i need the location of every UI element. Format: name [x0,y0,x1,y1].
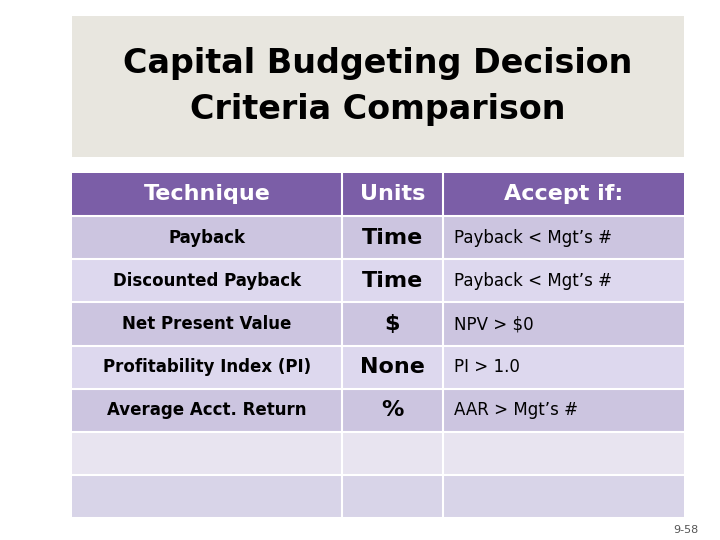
Text: Net Present Value: Net Present Value [122,315,292,333]
Text: 9-58: 9-58 [673,524,698,535]
Text: Payback < Mgt’s #: Payback < Mgt’s # [454,228,611,247]
Text: Capital Budgeting Decision
Criteria Comparison: Capital Budgeting Decision Criteria Comp… [123,47,633,126]
Bar [72,216,684,259]
Text: PI > 1.0: PI > 1.0 [454,358,519,376]
Text: Average Acct. Return: Average Acct. Return [107,401,307,420]
Bar [72,259,684,302]
Text: Time: Time [361,271,423,291]
Text: Discounted Payback: Discounted Payback [113,272,301,290]
Bar [72,16,684,157]
Bar [72,173,684,216]
Bar [72,475,684,518]
Text: NPV > $0: NPV > $0 [454,315,534,333]
Text: Payback: Payback [168,228,246,247]
Text: Accept if:: Accept if: [504,184,623,205]
Text: AAR > Mgt’s #: AAR > Mgt’s # [454,401,577,420]
Text: %: % [381,400,404,421]
Text: Time: Time [361,227,423,248]
Text: Technique: Technique [143,184,271,205]
Text: Units: Units [360,184,425,205]
Bar [72,346,684,389]
Bar [72,389,684,432]
Text: Payback < Mgt’s #: Payback < Mgt’s # [454,272,611,290]
Text: Profitability Index (PI): Profitability Index (PI) [103,358,311,376]
Text: $: $ [384,314,400,334]
Text: None: None [360,357,425,377]
Bar [72,432,684,475]
Bar [72,302,684,346]
